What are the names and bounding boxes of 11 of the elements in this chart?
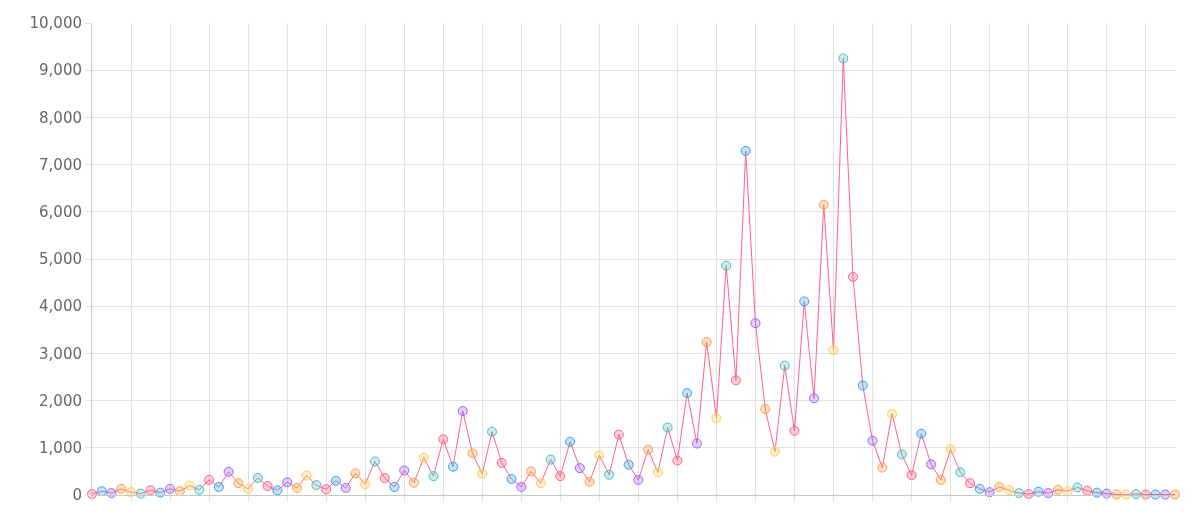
y-tick-label: 10,000 [29,14,82,33]
y-tick-label: 6,000 [39,203,82,222]
y-tick-label: 0 [72,486,82,505]
y-tick-label: 8,000 [39,108,82,127]
y-tick-label: 4,000 [39,297,82,316]
y-tick-label: 1,000 [39,439,82,458]
y-tick-label: 2,000 [39,391,82,410]
y-tick-label: 9,000 [39,61,82,80]
y-tick-label: 3,000 [39,344,82,363]
y-tick-label: 5,000 [39,250,82,269]
y-tick-label: 7,000 [39,155,82,174]
